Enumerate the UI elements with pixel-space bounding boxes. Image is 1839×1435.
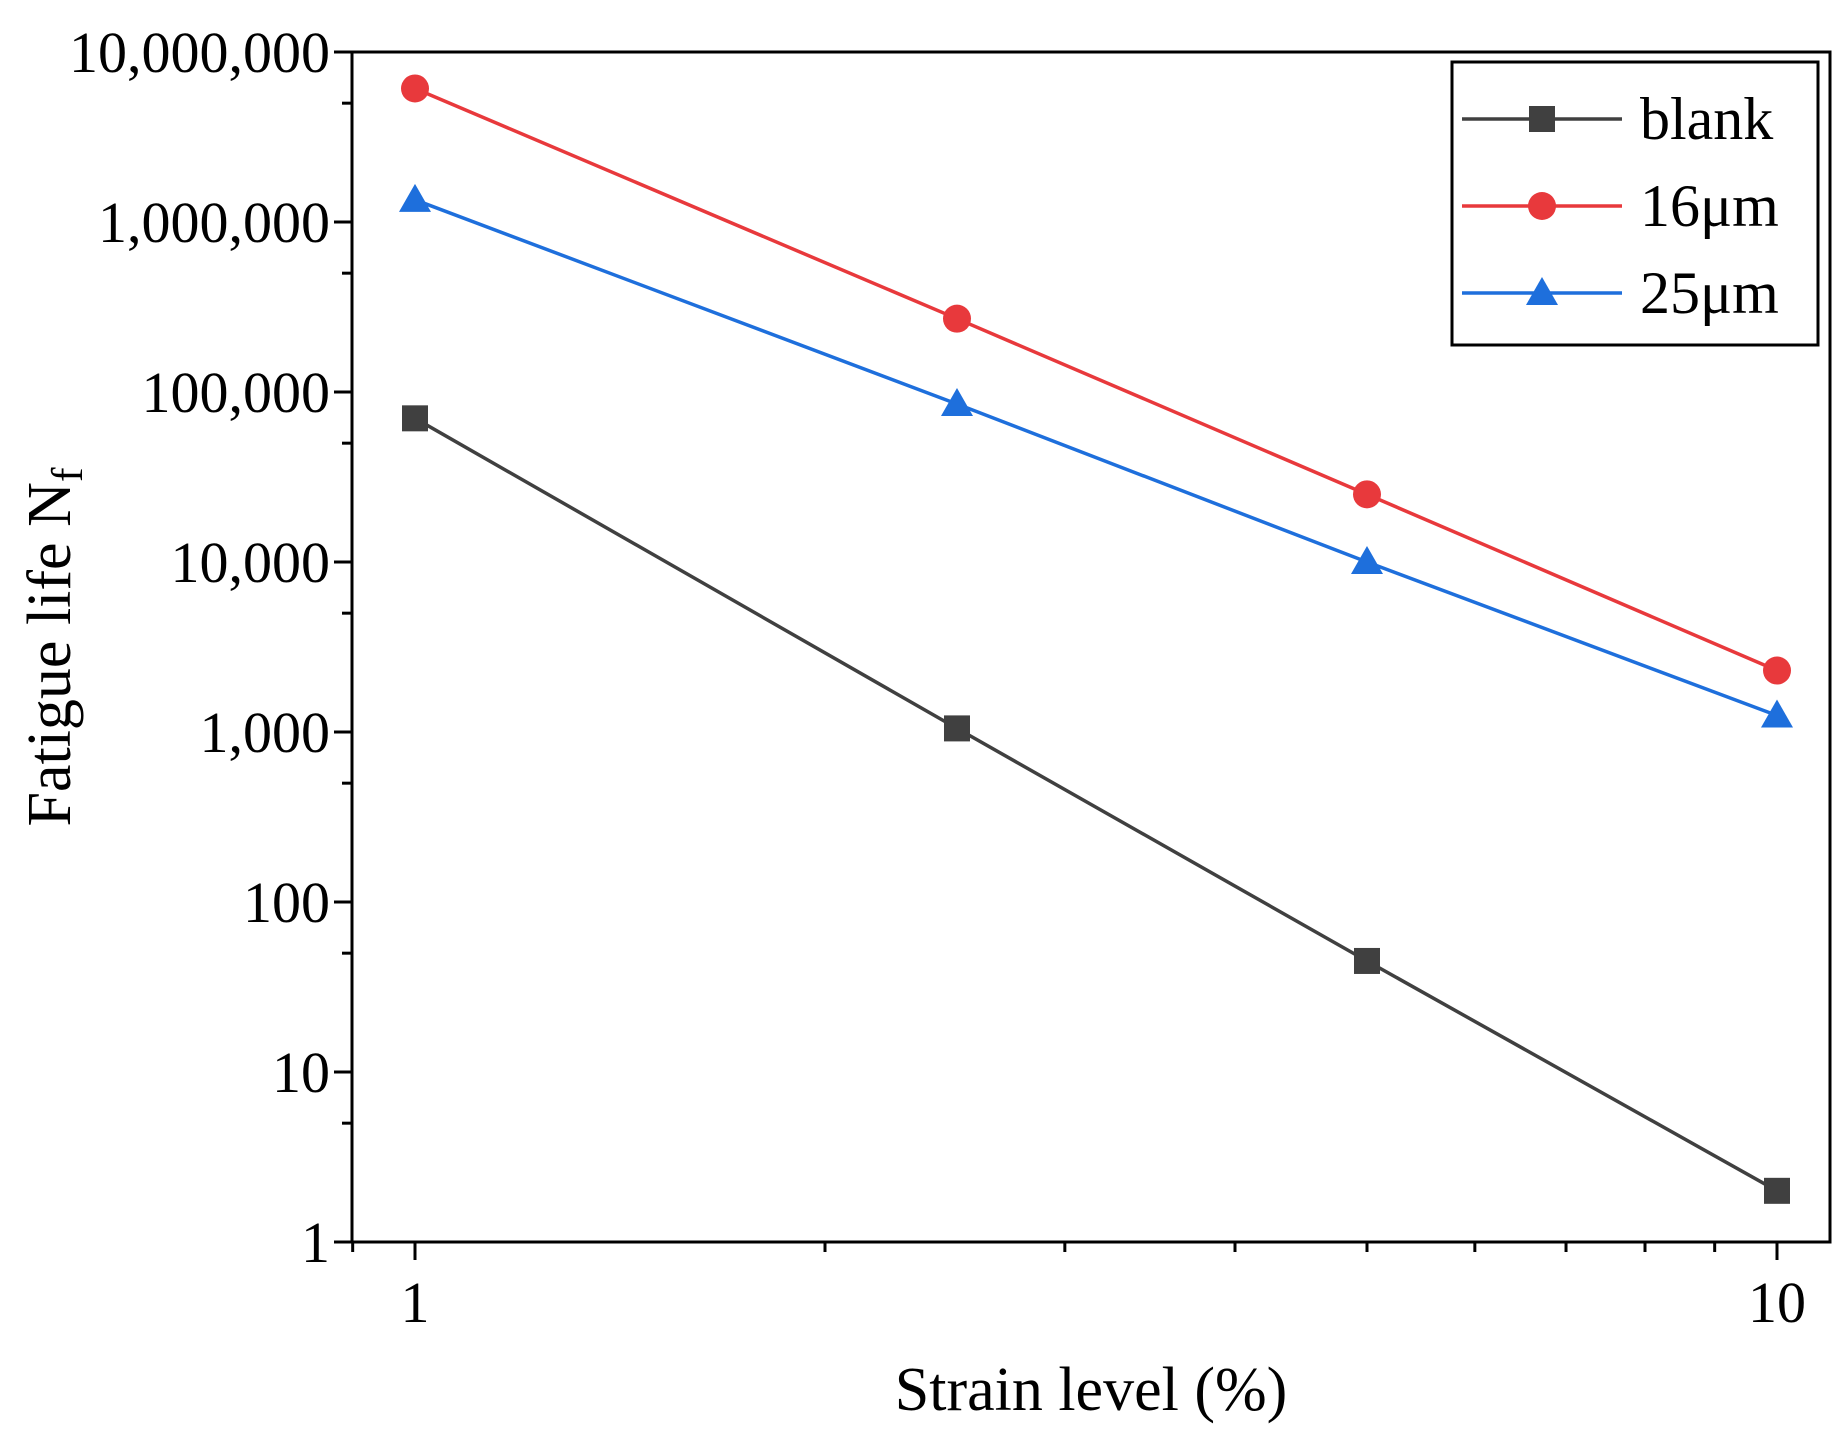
legend-marker-16m: [1528, 192, 1556, 220]
data-point-16m: [1352, 480, 1381, 509]
x-axis-title: Strain level (%): [895, 1356, 1288, 1424]
plot-frame: [350, 50, 1832, 1244]
legend-label-blank: blank: [1640, 86, 1773, 152]
legend-marker-25m: [1526, 277, 1558, 305]
data-point-16m: [1763, 656, 1791, 685]
legend-box: [1450, 60, 1820, 347]
y-tick-label: 10: [272, 1040, 330, 1105]
data-point-blank: [1353, 947, 1380, 974]
series-line-16m: [414, 86, 1778, 673]
data-point-25m: [399, 183, 431, 212]
data-point-16m: [942, 304, 971, 333]
data-point-blank: [943, 715, 970, 742]
series-layer: [399, 74, 1793, 1204]
series-25m: [399, 183, 1793, 728]
series-line-25m: [414, 198, 1778, 718]
y-axis-title-main: Fatigue life N: [16, 482, 84, 826]
y-tick-label: 100,000: [142, 360, 331, 425]
y-tick-label: 1,000: [200, 700, 331, 765]
data-point-blank: [1764, 1177, 1790, 1204]
y-tick-label: 100: [243, 870, 330, 935]
legend-label-16m: 16μm: [1640, 173, 1779, 239]
x-tick-label: 10: [1748, 1270, 1806, 1335]
data-point-blank: [402, 405, 428, 432]
legend-label-25m: 25μm: [1640, 260, 1779, 326]
y-tick-label: 1: [301, 1210, 330, 1275]
series-line-blank: [414, 416, 1778, 1193]
data-point-25m: [940, 387, 973, 416]
data-point-25m: [1761, 699, 1793, 728]
series-16m: [401, 74, 1791, 685]
y-tick-label: 10,000: [171, 530, 331, 595]
y-tick-label: 1,000,000: [98, 190, 330, 255]
series-blank: [402, 405, 1790, 1204]
axes: 1 10 100 1,000 10,000 100,000 1,000,000 10,000,…: [69, 20, 1806, 1335]
legend: blank 16μm 25μm: [1450, 60, 1820, 347]
data-point-16m: [401, 74, 429, 103]
x-tick-label: 1: [401, 1270, 430, 1335]
data-point-25m: [1350, 546, 1383, 574]
y-axis-title: Fatigue life Nf: [16, 467, 92, 826]
y-tick-label: 10,000,000: [69, 20, 330, 85]
legend-marker-blank: [1529, 106, 1555, 132]
y-axis-title-subscript: f: [43, 467, 92, 482]
